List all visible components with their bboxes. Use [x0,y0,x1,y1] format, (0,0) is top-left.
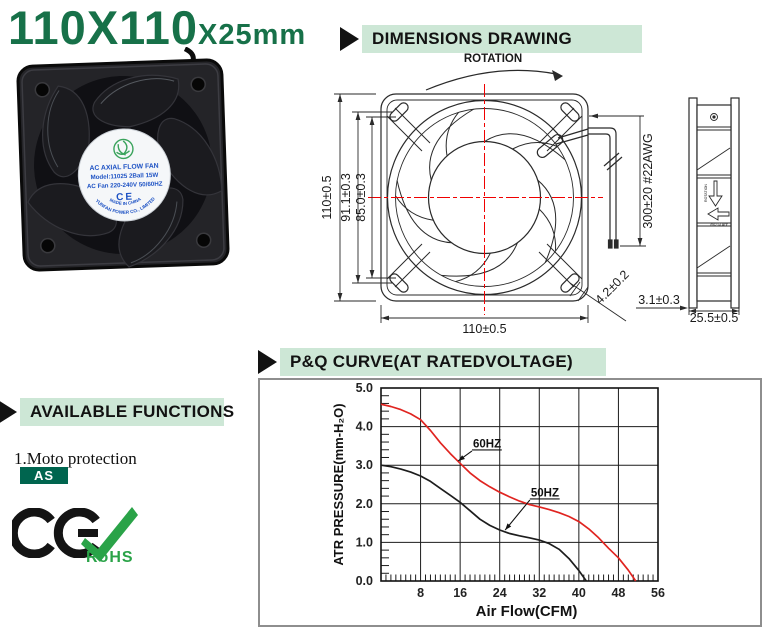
fan-label-origin: MADE IN CHINA [109,196,143,207]
svg-text:16: 16 [453,586,467,600]
section-pq-header: P&Q CURVE(AT RATEDVOLTAGE) [258,348,606,376]
dim-hole-pitch: 91.1±0.3 [339,173,353,222]
fan-label-line1: AC AXIAL FLOW FAN [89,163,158,172]
svg-text:ATR PRESSURE(mm-H₂O): ATR PRESSURE(mm-H₂O) [331,403,346,565]
fan-photo: AC AXIAL FLOW FAN Model:11025 2Ball 15W … [15,47,235,285]
section-dimensions-label: DIMENSIONS DRAWING [362,25,642,53]
page-title-sub: X25mm [198,19,307,51]
pq-chart: 8 16 24 32 40 48 56 0.0 1.0 2.0 3.0 4.0 5.0 60HZ 50HZ A… [331,381,665,620]
svg-text:MADE IN CHINA: MADE IN CHINA [109,196,143,207]
section-functions-header: AVAILABLE FUNCTIONS [0,398,234,426]
side-view: ROTATION AIR FLOW [688,97,740,315]
front-view-blades [395,108,566,283]
side-rotation-label: ROTATION [704,184,708,202]
fan-label-line3: AC Fan 220-240V 50/60HZ [87,181,163,191]
function-item-1: 1.Moto protection [14,449,137,468]
rotation-arrow [425,69,557,91]
fan-label: AC AXIAL FLOW FAN Model:11025 2Ball 15W … [77,128,171,222]
rohs-label: RoHS [86,549,134,566]
as-badge: AS [20,467,68,484]
svg-text:8: 8 [417,586,424,600]
side-airflow-arrow [707,207,730,221]
page-title-main: 110X110 [8,1,198,54]
svg-text:4.0: 4.0 [356,420,373,434]
page-title: 110X110X25mm [8,0,306,55]
dim-depth: 25.5±0.5 [690,311,739,325]
dim-hole-dia: 4.2±0.2 [593,267,632,306]
fan-label-line2: Model:11025 2Ball 15W [90,172,158,181]
centerlines [368,84,603,315]
rohs-check-icon [81,507,138,562]
mounting-holes [389,102,580,293]
ce-mark-icon [12,508,104,558]
svg-text:Air Flow(CFM): Air Flow(CFM) [476,603,578,620]
svg-text:0.0: 0.0 [356,574,373,588]
dimensions-drawing: ROTATION 110±0.5 91.1±0.3 85.0±0.3 110±0… [318,50,764,350]
section-arrow-icon [258,350,277,374]
dim-height: 110±0.5 [320,175,334,219]
svg-text:1.0: 1.0 [356,535,373,549]
rohs-mark: RoHS [78,502,144,568]
svg-text:2.0: 2.0 [356,497,373,511]
section-arrow-icon [0,400,17,424]
side-rotation-arrow [708,180,723,207]
section-functions-label: AVAILABLE FUNCTIONS [20,398,234,426]
svg-text:40: 40 [572,586,586,600]
rotation-label: ROTATION [464,53,522,65]
fan-label-logo-icon [113,138,134,160]
side-airflow-label: AIR FLOW [710,222,728,226]
section-pq-label: P&Q CURVE(AT RATEDVOLTAGE) [280,348,606,376]
svg-text:24: 24 [493,586,507,600]
fan-label-ce: CE [116,192,134,204]
fan-photo-art: AC AXIAL FLOW FAN Model:11025 2Ball 15W … [16,47,230,272]
pq-chart-box: 8 16 24 32 40 48 56 0.0 1.0 2.0 3.0 4.0 5.0 60HZ 50HZ A… [258,378,762,627]
svg-text:3.0: 3.0 [356,458,373,472]
dim-flange: 3.1±0.3 [638,293,680,307]
svg-text:32: 32 [532,586,546,600]
svg-text:50HZ: 50HZ [531,487,559,499]
svg-text:56: 56 [651,586,665,600]
svg-text:5.0: 5.0 [356,381,373,395]
dim-width: 110±0.5 [462,322,506,336]
svg-text:60HZ: 60HZ [473,438,501,450]
svg-text:48: 48 [611,586,625,600]
dim-inner-span: 85.0±0.3 [354,173,368,222]
section-arrow-icon [340,27,359,51]
section-dimensions-header: DIMENSIONS DRAWING [340,25,642,53]
dim-wire: 300±20 #22AWG [641,133,655,228]
